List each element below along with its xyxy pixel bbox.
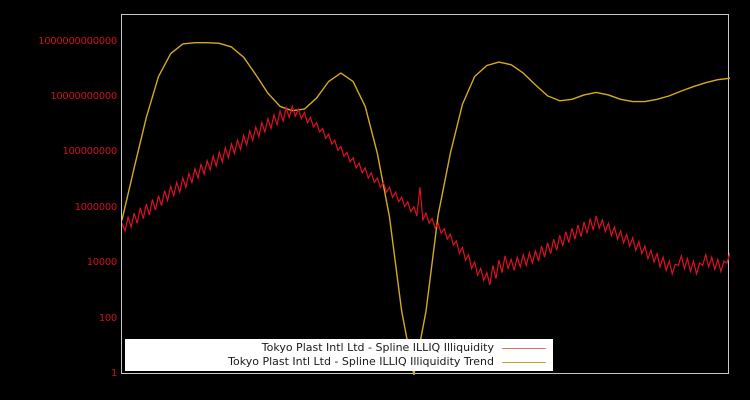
- y-tick-label: 1: [110, 368, 117, 379]
- y-tick-label: 1000000000000: [38, 35, 117, 47]
- legend-label-illiquidity: Tokyo Plast Intl Ltd - Spline ILLIQ Illi…: [261, 341, 494, 354]
- y-tick-label: 100: [98, 312, 117, 324]
- y-tick-label: 1000000: [74, 201, 118, 213]
- legend-line-sample-illiquidity: [502, 347, 546, 349]
- legend-label-trend: Tokyo Plast Intl Ltd - Spline ILLIQ Illi…: [228, 355, 494, 368]
- y-axis-tick-labels: 1 100 10000 1000000 100000000 10000000000 1000…: [0, 0, 117, 400]
- plot-area: [122, 41, 730, 375]
- legend-entry-trend: Tokyo Plast Intl Ltd - Spline ILLIQ Illi…: [126, 355, 546, 369]
- y-tick-label: 100000000: [62, 146, 117, 158]
- legend-line-sample-trend: [502, 361, 546, 363]
- legend-entry-illiquidity: Tokyo Plast Intl Ltd - Spline ILLIQ Illi…: [126, 341, 546, 355]
- series-line-trend: [122, 41, 730, 375]
- y-tick-label: 10000: [86, 257, 118, 269]
- plot-frame: [121, 14, 730, 375]
- chart-legend: Tokyo Plast Intl Ltd - Spline ILLIQ Illi…: [125, 339, 553, 371]
- y-tick-label: 10000000000: [50, 91, 117, 103]
- series-line-illiquidity: [122, 104, 730, 285]
